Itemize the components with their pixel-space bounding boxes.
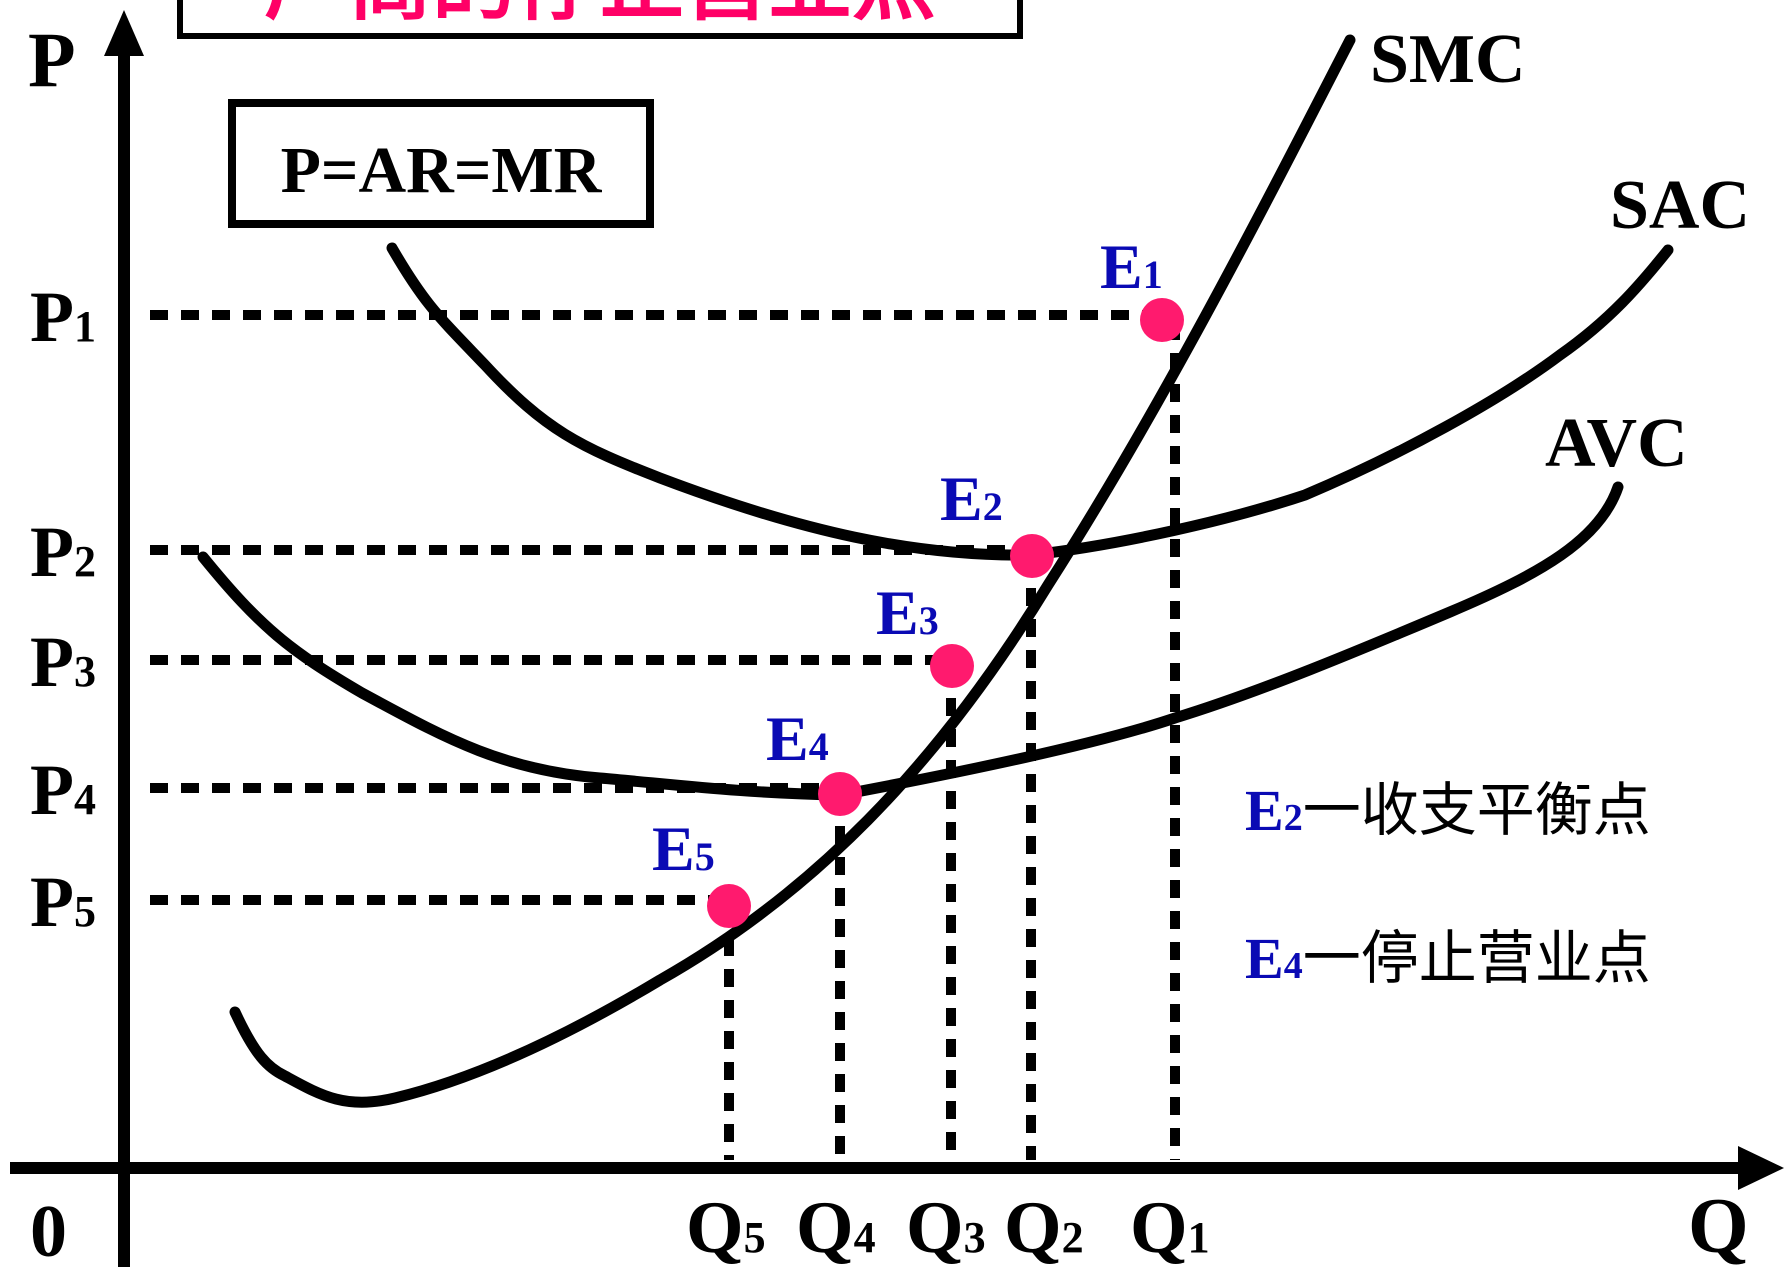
quantity-guides	[724, 322, 1180, 1160]
quantity-label-q2: Q2	[1004, 1187, 1084, 1267]
point-e2	[1010, 534, 1054, 578]
equilibrium-points	[707, 298, 1184, 928]
point-label-e2: E2	[940, 463, 1003, 534]
sac-label: SAC	[1610, 167, 1750, 244]
smc-label: SMC	[1370, 21, 1526, 98]
demand-label: P=AR=MR	[281, 134, 603, 207]
price-label-p3: P3	[30, 622, 96, 702]
point-e5	[707, 884, 751, 928]
x-axis-arrow	[1738, 1146, 1784, 1190]
avc-curve	[197, 481, 1624, 801]
axes	[10, 10, 1784, 1267]
quantity-label-q5: Q5	[686, 1187, 766, 1267]
quantity-label-q1: Q1	[1130, 1187, 1210, 1267]
demand-label-box: P=AR=MR	[228, 99, 654, 228]
x-axis-label: Q	[1688, 1182, 1749, 1267]
price-label-p4: P4	[30, 750, 96, 830]
price-label-p1: P1	[30, 277, 96, 357]
price-label-p5: P5	[30, 862, 96, 942]
smc-curve	[229, 34, 1356, 1108]
point-e4	[818, 772, 862, 816]
sac-curve	[386, 242, 1674, 561]
point-e3	[930, 644, 974, 688]
title-box: 厂商的停止营业点	[177, 0, 1023, 39]
point-label-e4: E4	[766, 703, 829, 774]
origin-label: 0	[30, 1191, 67, 1267]
point-label-e3: E3	[876, 577, 939, 648]
quantity-label-q3: Q3	[906, 1187, 986, 1267]
legend-item-break-even: E2一收支平衡点	[1245, 776, 1651, 844]
avc-label: AVC	[1545, 405, 1688, 482]
price-label-p2: P2	[30, 512, 96, 592]
quantity-label-q4: Q4	[796, 1187, 876, 1267]
point-e1	[1140, 298, 1184, 342]
y-axis-arrow	[104, 10, 144, 56]
point-label-e1: E1	[1100, 231, 1163, 302]
legend-item-shutdown: E4一停止营业点	[1245, 924, 1651, 992]
legend: E2一收支平衡点 E4一停止营业点	[1245, 776, 1651, 992]
point-label-e5: E5	[652, 813, 715, 884]
y-axis-label: P	[28, 16, 76, 103]
title-text: 厂商的停止营业点	[264, 0, 936, 32]
